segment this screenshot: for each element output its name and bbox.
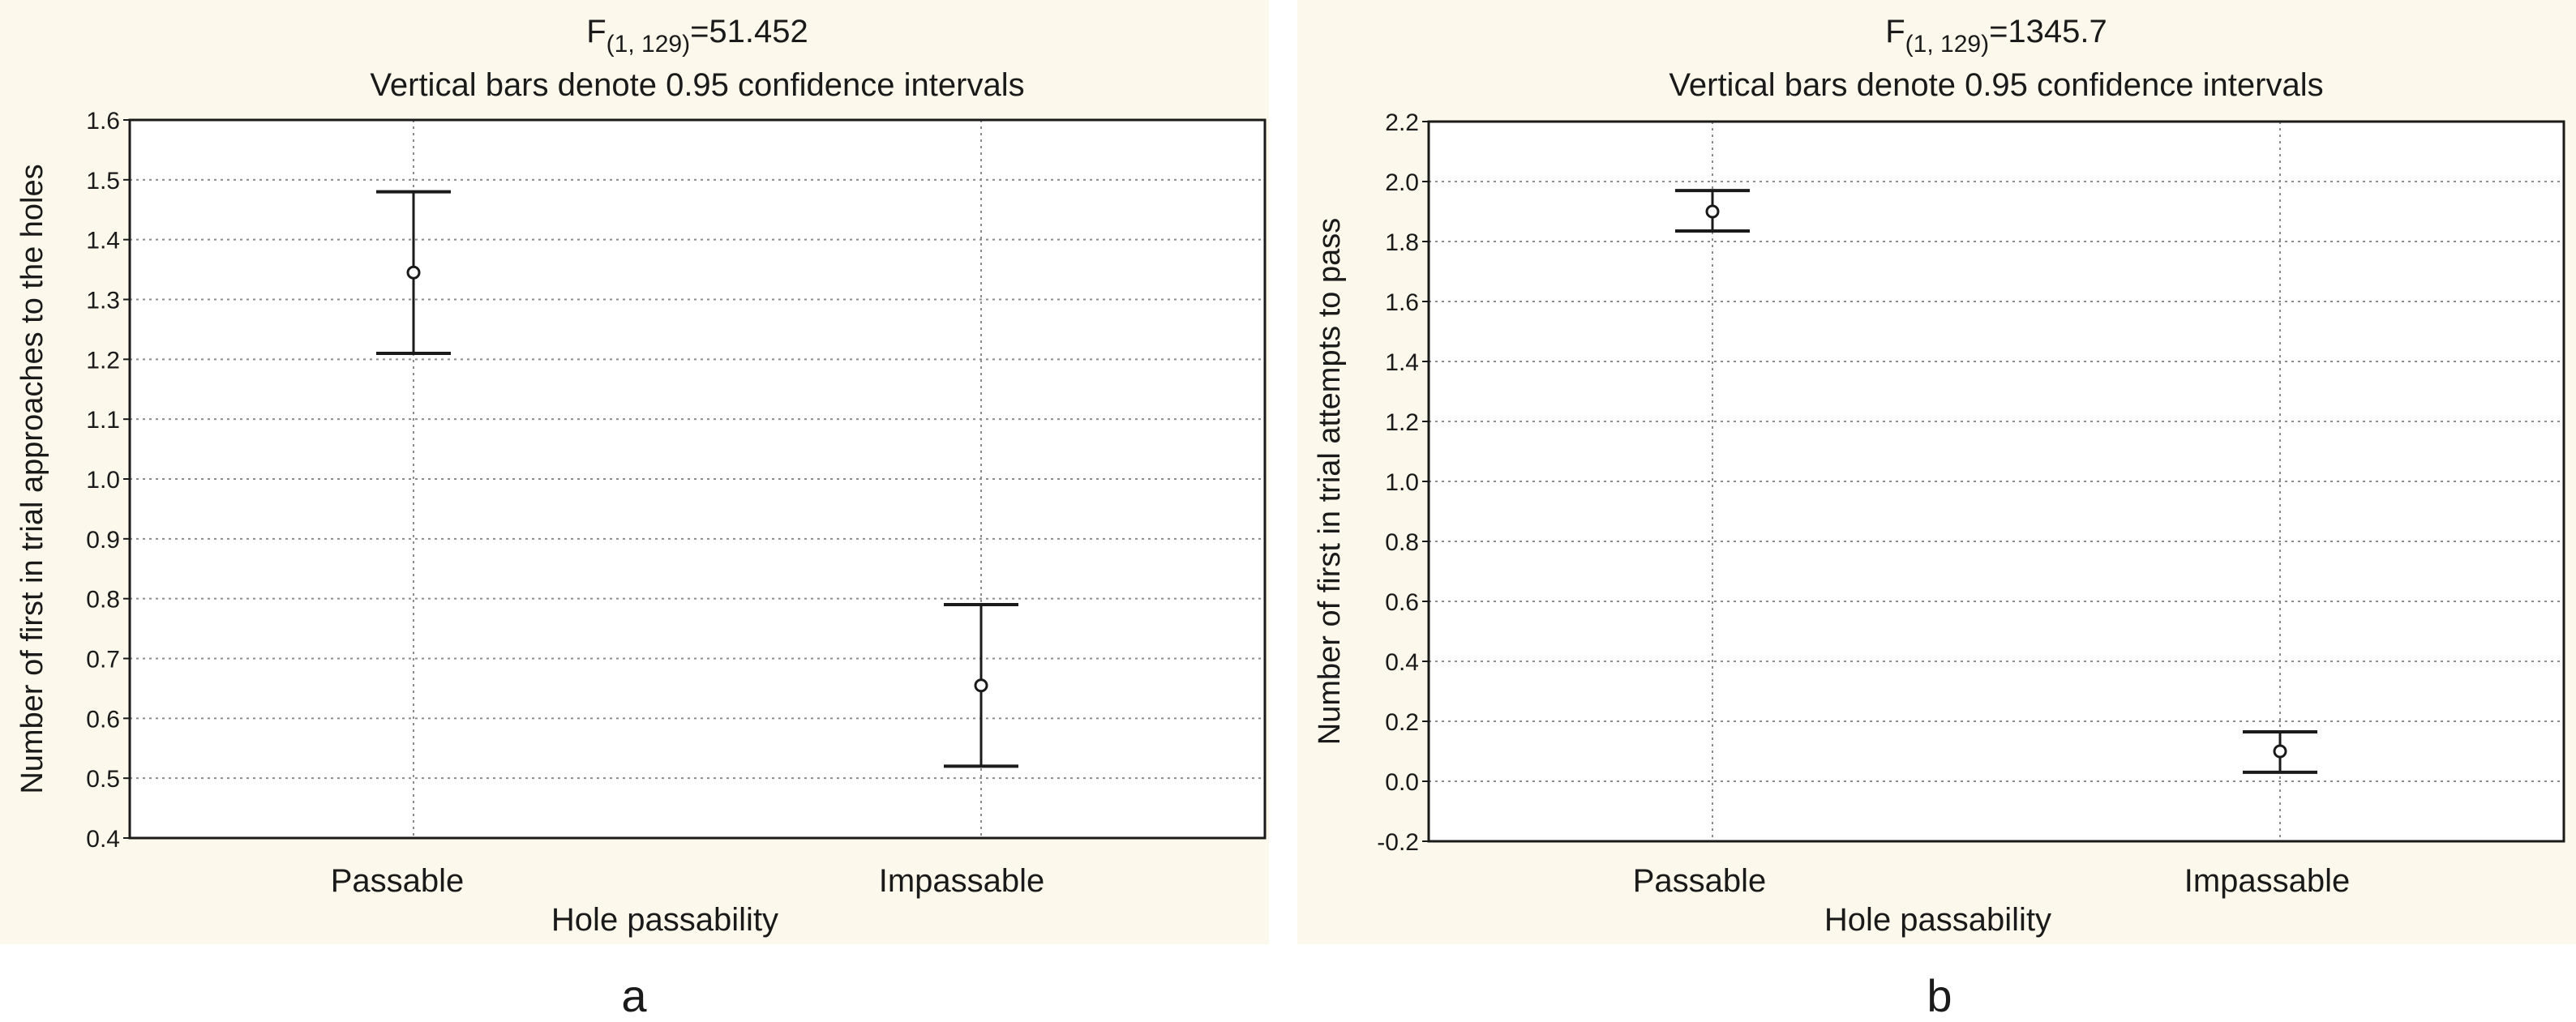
y-tick-label: -0.2 bbox=[1377, 829, 1419, 856]
y-tick-label: 0.6 bbox=[86, 706, 120, 733]
plot-border bbox=[1427, 120, 2565, 843]
f-statistic-df: (1, 129) bbox=[606, 31, 690, 58]
y-tick-label: 1.0 bbox=[1385, 469, 1419, 496]
panel-caption: b bbox=[1927, 970, 1952, 1021]
panel-caption: a bbox=[621, 970, 647, 1021]
y-tick-label: 1.5 bbox=[86, 168, 120, 195]
f-statistic-symbol: F bbox=[1885, 14, 1905, 49]
y-tick-label: 1.0 bbox=[86, 467, 120, 494]
y-tick-label: 0.4 bbox=[1385, 649, 1419, 676]
y-tick-label: 0.2 bbox=[1385, 709, 1419, 736]
chart-subtitle: Vertical bars denote 0.95 confidence int… bbox=[370, 67, 1024, 103]
y-tick-label: 1.1 bbox=[86, 407, 120, 434]
x-category-label: Passable bbox=[331, 863, 465, 899]
f-statistic: F(1, 129)=51.452 bbox=[586, 14, 808, 58]
y-tick-label: 2.2 bbox=[1385, 109, 1419, 136]
y-tick-label: 0.9 bbox=[86, 527, 120, 554]
y-tick-label: 0.8 bbox=[86, 587, 120, 614]
y-tick-label: 2.0 bbox=[1385, 169, 1419, 196]
x-category-label: Passable bbox=[1633, 863, 1767, 899]
f-statistic-df: (1, 129) bbox=[1905, 31, 1989, 58]
y-tick-label: 1.8 bbox=[1385, 229, 1419, 256]
y-tick-label: 1.2 bbox=[86, 347, 120, 374]
chart-subtitle: Vertical bars denote 0.95 confidence int… bbox=[1669, 67, 2323, 103]
y-tick-label: 1.4 bbox=[1385, 349, 1419, 376]
y-tick-label: 0.6 bbox=[1385, 589, 1419, 616]
x-axis-label: Hole passability bbox=[1824, 902, 2051, 938]
y-tick-label: 1.3 bbox=[86, 288, 120, 314]
panel-b: F(1, 129)=1345.7 Vertical bars denote 0.9… bbox=[1297, 0, 2576, 1021]
mean-point bbox=[974, 678, 988, 693]
y-tick-label: 0.0 bbox=[1385, 769, 1419, 796]
mean-point bbox=[2273, 744, 2287, 759]
mean-point bbox=[406, 265, 421, 280]
y-tick-label: 0.5 bbox=[86, 766, 120, 793]
y-tick-label: 1.2 bbox=[1385, 409, 1419, 436]
y-axis-label: Number of first in trial approaches to t… bbox=[15, 164, 49, 793]
mean-point bbox=[1705, 204, 1720, 219]
f-statistic-symbol: F bbox=[586, 14, 606, 49]
y-tick-label: 0.4 bbox=[86, 826, 120, 853]
f-statistic-value: =1345.7 bbox=[1989, 14, 2107, 49]
f-statistic: F(1, 129)=1345.7 bbox=[1885, 14, 2107, 58]
y-tick-label: 1.6 bbox=[86, 108, 120, 135]
y-tick-label: 0.7 bbox=[86, 647, 120, 673]
panel-a: F(1, 129)=51.452 Vertical bars denote 0.9… bbox=[0, 0, 1269, 1021]
y-tick-label: 0.8 bbox=[1385, 529, 1419, 556]
y-tick-label: 1.6 bbox=[1385, 289, 1419, 316]
y-axis-label: Number of first in trial attempts to pas… bbox=[1313, 218, 1347, 745]
x-category-label: Impassable bbox=[879, 863, 1045, 899]
x-axis-label: Hole passability bbox=[551, 902, 778, 938]
y-tick-label: 1.4 bbox=[86, 228, 120, 254]
f-statistic-value: =51.452 bbox=[690, 14, 808, 49]
plot-border bbox=[128, 118, 1267, 840]
x-category-label: Impassable bbox=[2184, 863, 2351, 899]
